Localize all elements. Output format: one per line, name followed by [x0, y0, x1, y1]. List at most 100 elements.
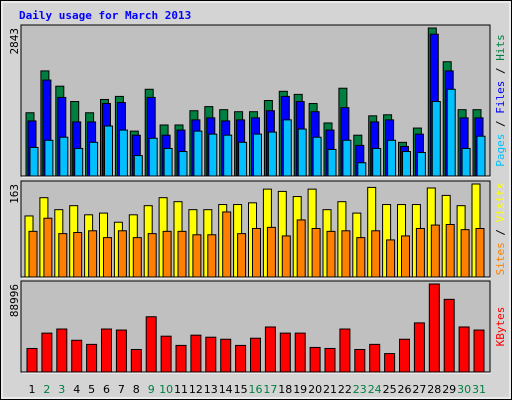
x-tick-label: 1 — [29, 383, 36, 396]
bar — [297, 128, 307, 177]
bar — [430, 224, 440, 278]
bar — [416, 152, 426, 177]
bar — [145, 316, 157, 373]
bar — [402, 151, 411, 177]
bar — [29, 146, 39, 177]
bar — [279, 332, 291, 373]
x-tick-label: 16 — [249, 383, 263, 396]
bar — [342, 139, 352, 177]
bar — [250, 337, 261, 373]
bar — [163, 147, 173, 177]
bar — [223, 134, 233, 177]
bar — [89, 141, 99, 177]
x-tick-label: 7 — [118, 383, 125, 396]
x-tick-label: 21 — [323, 383, 337, 396]
bar — [162, 230, 172, 278]
bar — [428, 283, 440, 373]
x-tick-label: 8 — [133, 383, 140, 396]
x-tick-label: 18 — [278, 383, 292, 396]
bar — [237, 233, 247, 278]
bar — [401, 235, 410, 278]
bar — [473, 329, 485, 373]
bar — [339, 328, 351, 373]
bar — [147, 233, 157, 278]
bar — [178, 151, 188, 177]
bar — [341, 230, 351, 278]
bar — [371, 230, 381, 278]
bar — [222, 211, 232, 278]
bar — [253, 133, 262, 177]
x-tick-label: 14 — [219, 383, 233, 396]
bar — [399, 338, 410, 373]
bar — [460, 229, 470, 278]
bar — [59, 136, 69, 177]
bar — [324, 347, 336, 373]
bar — [235, 344, 247, 373]
bar — [238, 141, 248, 177]
bar — [118, 129, 128, 177]
bar — [386, 239, 396, 278]
bar — [326, 230, 336, 278]
bar — [58, 233, 68, 278]
bar — [73, 231, 83, 278]
bar — [415, 228, 425, 278]
y-tick-label: 163 — [8, 184, 21, 204]
bar — [356, 237, 366, 278]
bar — [148, 137, 158, 177]
bar — [192, 234, 202, 278]
bar — [475, 228, 485, 278]
bar — [205, 336, 217, 373]
legend-separator: / — [494, 114, 507, 134]
x-tick-label: 24 — [368, 383, 382, 396]
bar — [44, 139, 54, 177]
bar — [431, 101, 441, 177]
bar — [193, 130, 203, 177]
bar — [458, 326, 470, 373]
legend-entry: Visits — [494, 183, 507, 223]
bar — [476, 135, 486, 177]
bar — [252, 228, 261, 278]
bar — [103, 237, 112, 278]
x-tick-label: 5 — [88, 383, 95, 396]
bar — [461, 147, 471, 177]
x-tick-label: 27 — [412, 383, 426, 396]
bar — [312, 136, 322, 177]
legend-entry: Files — [494, 81, 507, 114]
bar — [26, 347, 38, 373]
x-tick-label: 4 — [73, 383, 80, 396]
bar — [71, 339, 83, 373]
bar — [177, 230, 187, 278]
chart-title: Daily usage for March 2013 — [19, 9, 191, 22]
x-tick-label: 12 — [189, 383, 203, 396]
bar — [104, 125, 113, 177]
bar — [445, 224, 455, 278]
bar — [175, 344, 187, 373]
legend: Sites / Visits — [494, 183, 507, 276]
x-tick-label: 6 — [103, 383, 110, 396]
bar — [267, 131, 277, 177]
bar — [56, 328, 68, 373]
bar — [294, 332, 306, 373]
x-tick-label: 23 — [353, 383, 367, 396]
bar — [357, 162, 367, 177]
x-tick-label: 26 — [398, 383, 412, 396]
bar — [372, 147, 382, 177]
bar — [190, 334, 202, 373]
bar — [86, 343, 98, 373]
legend-separator: / — [494, 61, 507, 81]
bar — [311, 228, 321, 278]
x-tick-label: 3 — [58, 383, 65, 396]
x-tick-label: 19 — [293, 383, 307, 396]
x-tick-label: 22 — [338, 383, 352, 396]
x-tick-label: 10 — [159, 383, 173, 396]
x-tick-label: 30 — [457, 383, 471, 396]
bar — [387, 139, 397, 177]
x-tick-label: 9 — [148, 383, 155, 396]
bar — [133, 155, 143, 177]
x-tick-label: 17 — [263, 383, 277, 396]
bar — [443, 298, 455, 373]
bar — [266, 226, 276, 278]
bar — [384, 353, 396, 373]
